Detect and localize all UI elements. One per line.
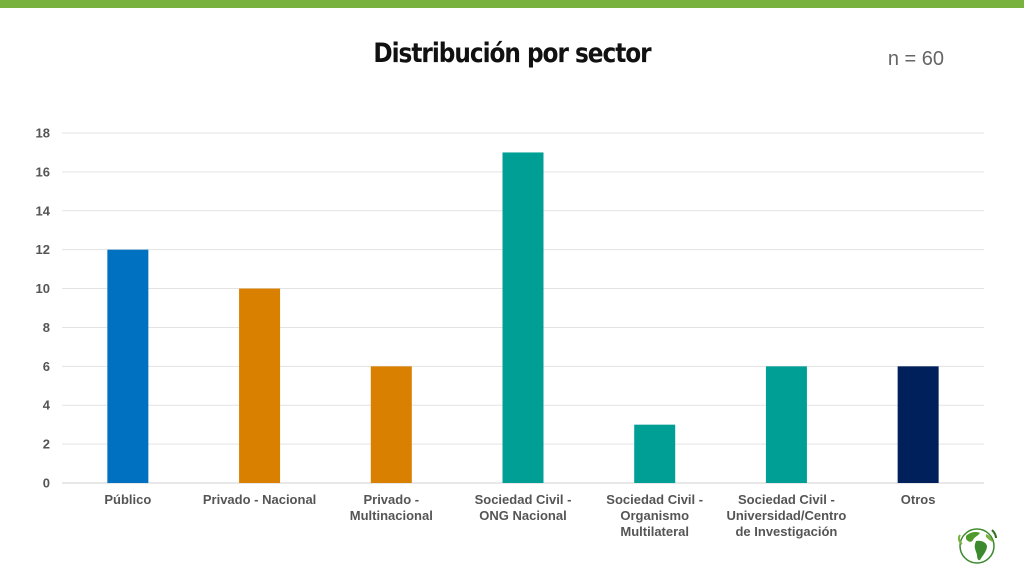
y-tick-label: 16 [36,164,50,179]
y-tick-label: 6 [43,359,50,374]
y-tick-label: 14 [36,203,51,218]
y-tick-label: 12 [36,242,50,257]
x-category-label: Sociedad Civil -Organismo Multilateral [606,492,703,539]
x-category-label: Público [104,492,151,507]
bar [765,366,807,483]
y-tick-label: 10 [36,281,50,296]
bar [897,366,939,483]
x-category-label: Privado -Multinacional [350,492,433,523]
top-accent-bar [0,0,1024,8]
bar [239,288,281,483]
y-tick-label: 2 [43,437,50,452]
chart-title: Distribución por sector [373,38,651,69]
bar [370,366,412,483]
y-tick-label: 0 [43,476,50,491]
bar [634,424,676,483]
y-tick-label: 18 [36,126,50,141]
x-category-label: Privado - Nacional [203,492,316,507]
globe-icon [957,528,997,564]
x-category-label: Otros [901,492,936,507]
y-tick-label: 4 [43,398,51,413]
bar [502,152,544,483]
bar [107,249,149,483]
sample-size-label: n = 60 [887,48,944,70]
x-category-label: Sociedad Civil -Universidad/Centro de Inv… [726,492,846,539]
x-category-label: Sociedad Civil -ONG Nacional [475,492,572,523]
y-tick-label: 8 [43,320,50,335]
